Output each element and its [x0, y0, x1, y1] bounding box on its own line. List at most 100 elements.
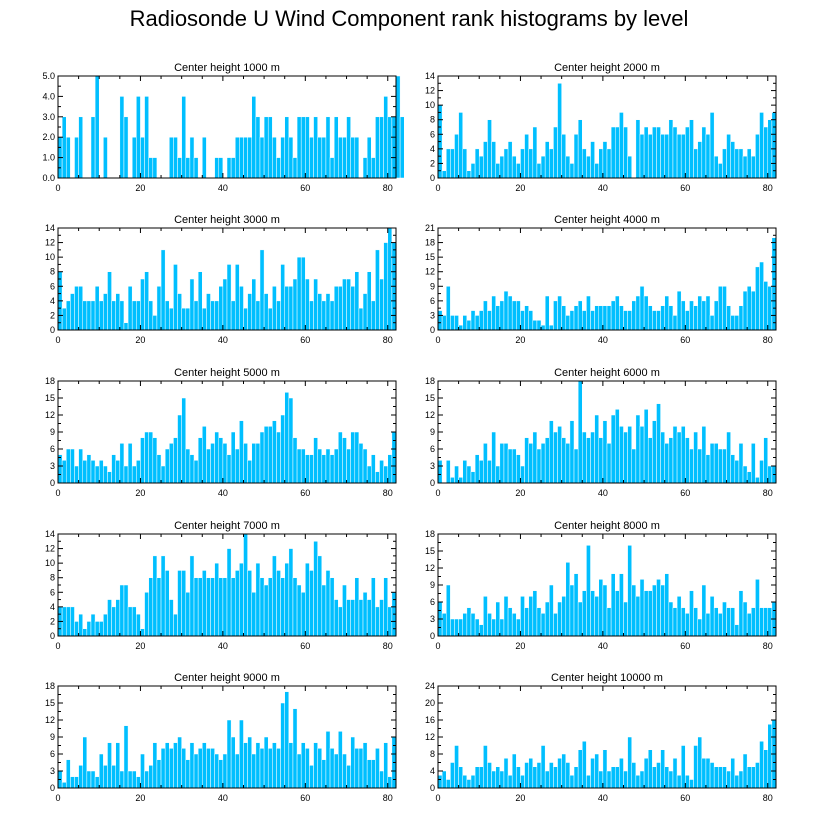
- histogram-bar: [111, 606, 116, 637]
- histogram-bar: [156, 286, 162, 331]
- x-tick-label: 40: [598, 183, 608, 193]
- histogram-bar: [619, 305, 624, 331]
- histogram-bar: [598, 305, 604, 331]
- y-tick-label: 9: [50, 732, 55, 742]
- panel-title: Center height 1000 m: [174, 62, 280, 74]
- histogram-bar: [70, 293, 75, 331]
- histogram-bar: [458, 112, 463, 179]
- histogram-bar: [734, 148, 740, 179]
- histogram-bar: [664, 443, 670, 484]
- histogram-bar: [131, 300, 137, 331]
- y-tick-label: 4: [430, 144, 435, 154]
- histogram-bar: [755, 762, 760, 789]
- histogram-bar: [705, 613, 711, 637]
- histogram-bar: [676, 134, 682, 179]
- histogram-bar: [751, 290, 756, 331]
- histogram-bar: [726, 305, 731, 331]
- histogram-bar: [202, 307, 207, 331]
- histogram-bar: [70, 606, 75, 637]
- x-tick-label: 80: [763, 335, 773, 345]
- histogram-bar: [65, 136, 71, 179]
- histogram-bar: [722, 148, 727, 179]
- histogram-bar: [660, 749, 665, 789]
- x-tick-label: 40: [598, 793, 608, 803]
- y-tick-label: 8: [50, 267, 55, 277]
- y-tick-label: 15: [45, 698, 55, 708]
- histogram-bar: [536, 607, 542, 637]
- x-tick-label: 60: [300, 793, 310, 803]
- histogram-bar: [239, 562, 244, 637]
- histogram-bar: [94, 621, 100, 637]
- histogram-bar: [292, 278, 298, 331]
- histogram-bar: [272, 420, 277, 484]
- x-tick-label: 40: [598, 488, 608, 498]
- histogram-bar: [313, 116, 318, 179]
- histogram-bar: [272, 286, 277, 331]
- histogram-bar: [627, 545, 632, 637]
- histogram-bar: [387, 454, 393, 484]
- histogram-bar: [759, 460, 764, 484]
- histogram-bar: [652, 584, 657, 637]
- histogram-bar: [672, 126, 678, 179]
- histogram-bar: [466, 779, 472, 789]
- histogram-bar: [321, 136, 327, 179]
- histogram-bar: [362, 742, 368, 789]
- histogram-bar: [226, 719, 232, 789]
- y-tick-label: 0: [430, 173, 435, 183]
- x-tick-label: 80: [383, 335, 393, 345]
- histogram-bar: [127, 286, 133, 331]
- panel-title: Center height 5000 m: [174, 367, 280, 379]
- histogram-bar: [759, 261, 764, 331]
- histogram-bar: [606, 770, 612, 789]
- x-tick-label: 0: [55, 183, 60, 193]
- histogram-bar: [267, 577, 273, 637]
- histogram-bar: [74, 621, 79, 637]
- histogram-bar: [90, 116, 96, 179]
- histogram-bar: [296, 448, 302, 484]
- histogram-bar: [454, 618, 459, 637]
- histogram-bar: [284, 116, 290, 179]
- histogram-bar: [746, 613, 752, 637]
- histogram-bar: [185, 592, 191, 637]
- histogram-bar: [503, 758, 509, 789]
- histogram-bar: [305, 116, 310, 179]
- histogram-bar: [70, 776, 75, 789]
- histogram-bar: [74, 286, 79, 331]
- histogram-bar: [210, 300, 215, 331]
- histogram-bar: [218, 157, 224, 179]
- histogram-bar: [553, 300, 558, 331]
- histogram-bar: [74, 136, 79, 179]
- histogram-bar: [619, 426, 624, 484]
- histogram-bar: [362, 157, 368, 179]
- histogram-bar: [107, 271, 112, 331]
- histogram-bar: [759, 741, 764, 789]
- histogram-bar: [680, 745, 686, 789]
- histogram-bar: [491, 295, 496, 331]
- histogram-bar: [140, 753, 145, 789]
- histogram-bar: [272, 136, 277, 179]
- y-tick-label: 0: [50, 325, 55, 335]
- histogram-bar: [713, 766, 719, 789]
- histogram-bar: [544, 601, 550, 637]
- histogram-bar: [713, 443, 719, 484]
- y-tick-label: 9: [50, 427, 55, 437]
- histogram-bar: [123, 116, 129, 179]
- histogram-bar: [230, 300, 236, 331]
- histogram-bar: [226, 454, 232, 484]
- histogram-bar: [222, 753, 228, 789]
- histogram-bar: [680, 607, 686, 637]
- x-tick-label: 20: [515, 183, 525, 193]
- histogram-bar: [325, 116, 331, 179]
- histogram-bar: [61, 460, 67, 484]
- histogram-bar: [499, 443, 505, 484]
- histogram-bar: [623, 310, 628, 331]
- histogram-bar: [98, 460, 104, 484]
- histogram-bar: [399, 116, 405, 179]
- histogram-bar: [652, 126, 657, 179]
- histogram-bar: [127, 770, 133, 789]
- histogram-bar: [676, 290, 682, 331]
- histogram-bar: [726, 134, 731, 179]
- histogram-bar: [532, 590, 538, 637]
- histogram-bar: [614, 409, 620, 484]
- histogram-panel: Center height 4000 m 0 3 6 9 12 15 18 21 0 20 40 60 8…: [425, 214, 777, 345]
